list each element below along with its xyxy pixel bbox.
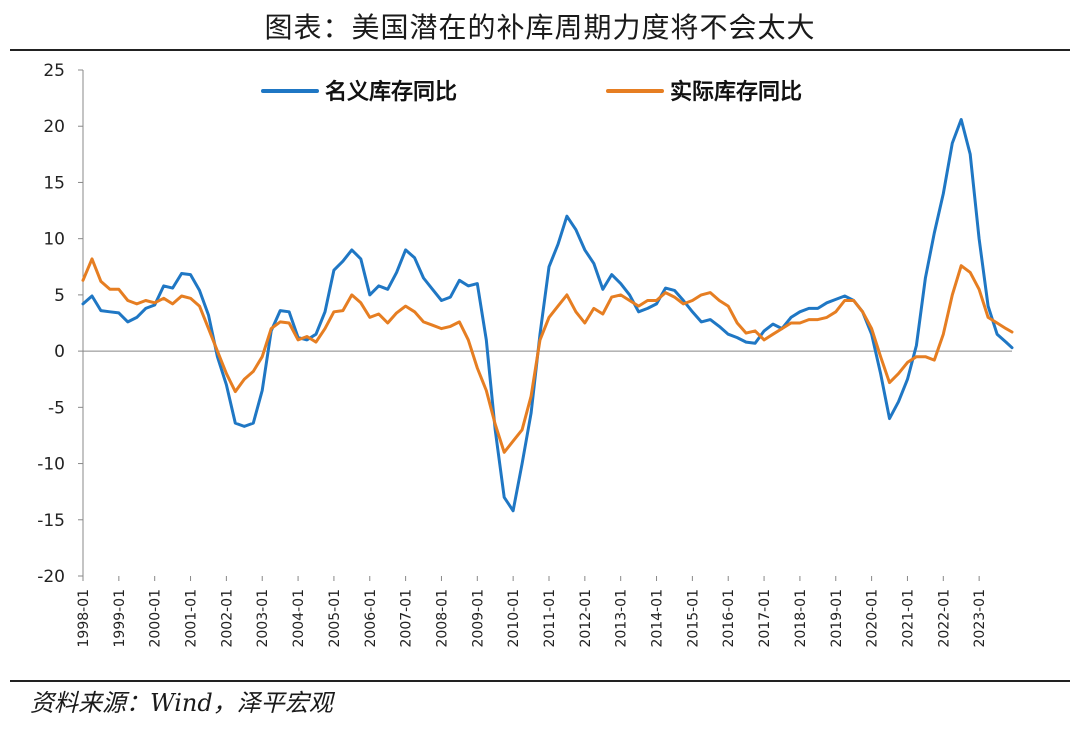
y-tick-label: -5	[48, 398, 65, 418]
x-tick-label: 2009-01	[470, 589, 486, 648]
y-tick-label: -15	[37, 511, 65, 531]
x-tick-label: 2021-01	[900, 589, 916, 648]
x-tick-label: 2012-01	[578, 589, 594, 648]
source-rule	[10, 680, 1070, 682]
x-tick-label: 1998-01	[76, 589, 92, 648]
y-tick-label: 25	[43, 61, 65, 81]
source-note: 资料来源：Wind，泽平宏观	[30, 689, 333, 717]
x-tick-label: 2020-01	[865, 589, 881, 648]
y-tick-label: 10	[43, 230, 65, 250]
y-tick-label: 5	[54, 286, 65, 306]
series-line-1	[81, 118, 1014, 513]
x-axis-ticks: 1998-01 1999-01 2000-01 2001-01 2002-01 2003-…	[76, 576, 988, 648]
axes	[82, 70, 1012, 576]
y-tick-label: 15	[43, 173, 65, 193]
x-tick-label: 2018-01	[793, 589, 809, 648]
x-tick-label: 2001-01	[184, 589, 200, 648]
x-tick-label: 2014-01	[650, 589, 666, 648]
x-tick-label: 2004-01	[291, 589, 307, 648]
y-axis-ticks: 25 20 15 10 5 0 -5 -10 -15 -20	[37, 61, 83, 587]
x-tick-label: 1999-01	[112, 589, 128, 648]
y-tick-label: -20	[37, 567, 65, 587]
x-tick-label: 2006-01	[363, 589, 379, 648]
title-rule	[10, 49, 1070, 51]
legend-label-1: 名义库存同比	[325, 79, 457, 105]
legend: 名义库存同比 实际库存同比	[261, 79, 802, 105]
legend-label-2: 实际库存同比	[670, 79, 802, 105]
x-tick-label: 2003-01	[255, 589, 271, 648]
line-chart: 25 20 15 10 5 0 -5 -10 -15 -20 1998-01 1999-01 2000…	[37, 61, 1014, 648]
x-tick-label: 2016-01	[721, 589, 737, 648]
x-tick-label: 2008-01	[434, 589, 450, 648]
x-tick-label: 2015-01	[685, 589, 701, 648]
chart-title: 图表：美国潜在的补库周期力度将不会太大	[264, 11, 816, 44]
x-tick-label: 2007-01	[399, 589, 415, 648]
x-tick-label: 2002-01	[219, 589, 235, 648]
y-tick-label: -10	[37, 455, 65, 475]
x-tick-label: 2011-01	[542, 589, 558, 648]
x-tick-label: 2022-01	[936, 589, 952, 648]
series-line-2	[81, 257, 1014, 454]
x-tick-label: 2000-01	[148, 589, 164, 648]
y-tick-label: 0	[54, 342, 65, 362]
series-lines	[81, 118, 1014, 513]
x-tick-label: 2013-01	[614, 589, 630, 648]
x-tick-label: 2010-01	[506, 589, 522, 648]
x-tick-label: 2005-01	[327, 589, 343, 648]
x-tick-label: 2023-01	[972, 589, 988, 648]
x-tick-label: 2017-01	[757, 589, 773, 648]
y-tick-label: 20	[43, 117, 65, 137]
x-tick-label: 2019-01	[829, 589, 845, 648]
